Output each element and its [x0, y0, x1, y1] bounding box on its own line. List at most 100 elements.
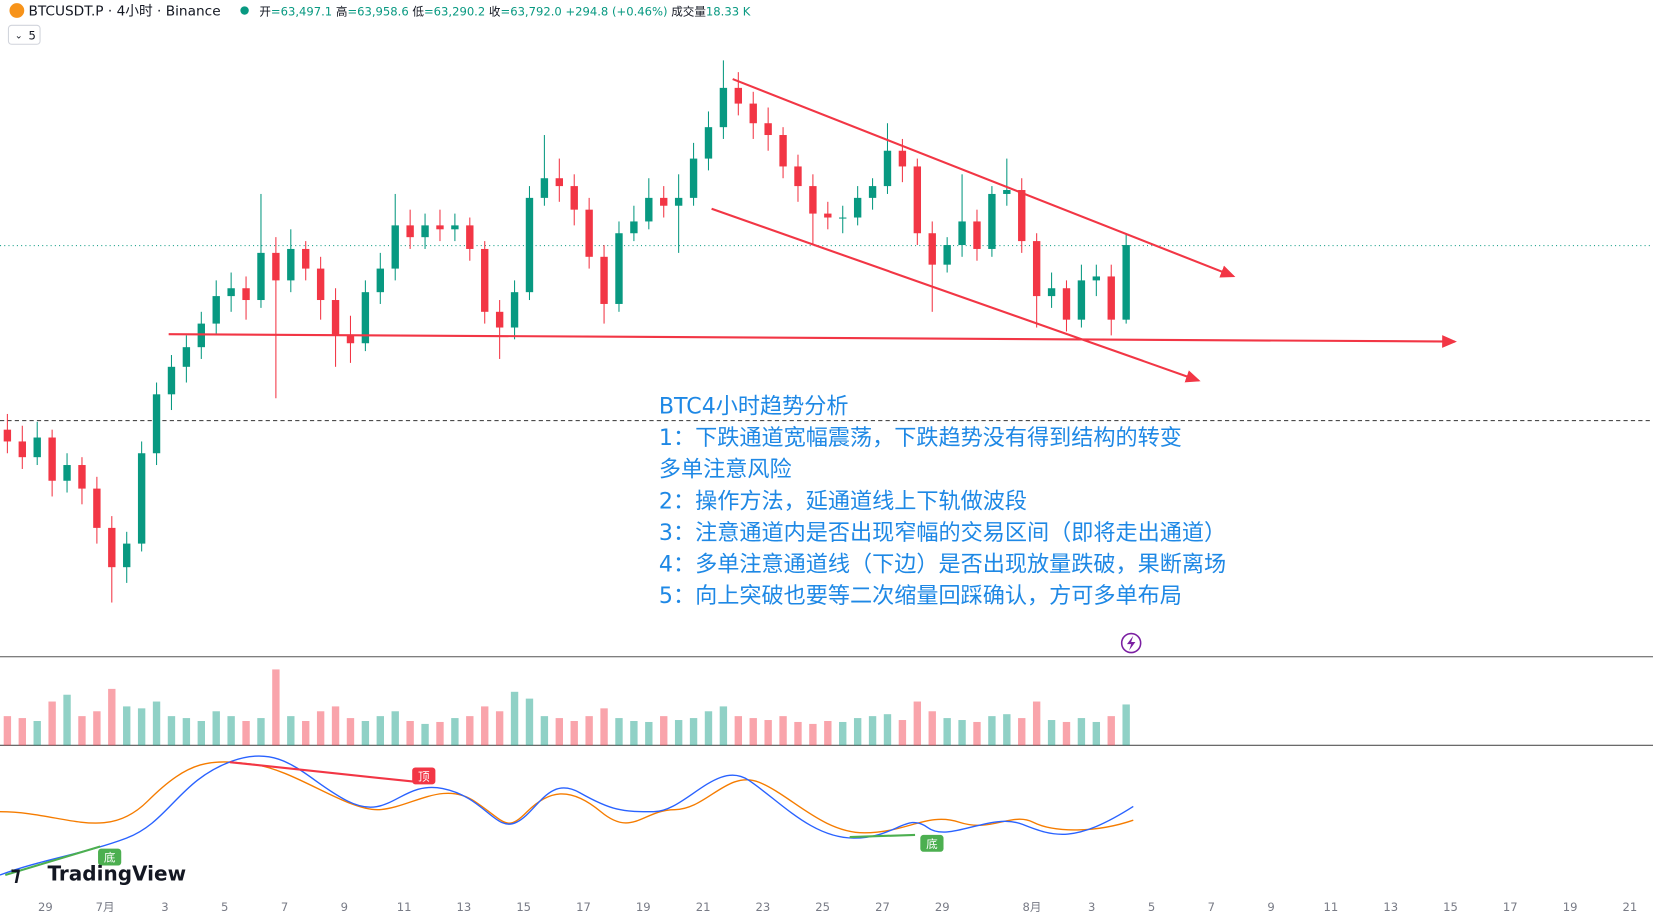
volume-bar	[63, 694, 71, 746]
volume-bar	[302, 720, 310, 746]
candle-body	[1062, 288, 1071, 320]
volume-bar	[674, 720, 683, 746]
support-line	[168, 333, 1457, 348]
x-tick-label: 11	[397, 900, 412, 914]
annotation-line: 2：操作方法，延通道线上下轨做波段	[659, 488, 1027, 514]
x-tick-label: 25	[815, 900, 830, 914]
channel-lower	[711, 207, 1201, 383]
candle-body	[943, 245, 951, 265]
candle-body	[93, 488, 101, 528]
divergence-line	[229, 761, 420, 784]
candle-body	[257, 252, 265, 301]
volume-bar	[436, 721, 444, 746]
candle-body	[421, 225, 429, 238]
candle-body	[719, 87, 728, 128]
macd-label-box	[98, 848, 122, 866]
candle-body	[615, 233, 623, 304]
candle-body	[3, 429, 12, 442]
volume-bar	[615, 718, 623, 746]
x-tick-label: 5	[221, 900, 228, 914]
macd-signal	[0, 761, 1134, 834]
volume-bar	[1107, 716, 1115, 746]
ohlc-label: 低	[412, 4, 424, 18]
volume-value: 18.33 K	[706, 4, 751, 18]
ohlc-value: =63,497.1	[271, 4, 332, 18]
x-tick-label: 27	[875, 900, 890, 914]
lightning	[1126, 635, 1136, 651]
volume-bar	[660, 716, 668, 746]
candle-body	[704, 127, 713, 159]
x-tick-label: 11	[1324, 900, 1339, 914]
collapse-toggle[interactable]	[7, 24, 41, 45]
candle-body	[555, 178, 564, 187]
candle-body	[794, 166, 802, 187]
x-tick-label: 3	[161, 900, 168, 914]
volume-bar	[1032, 701, 1041, 746]
volume-bar	[719, 706, 728, 746]
candle-body	[1032, 241, 1041, 297]
volume-bar	[943, 718, 951, 746]
volume-bar	[853, 718, 862, 746]
candle-body	[824, 213, 832, 218]
candle-body	[316, 268, 325, 301]
x-tick-label: 19	[636, 900, 651, 914]
x-tick-label: 5	[1148, 900, 1155, 914]
volume-bar	[689, 718, 698, 746]
candle-body	[63, 465, 71, 481]
change: +294.8 (+0.46%)	[565, 4, 667, 18]
volume-bar	[137, 708, 146, 746]
volume-bar	[555, 718, 564, 746]
divergence-line	[4, 845, 101, 877]
candle-body	[868, 186, 877, 198]
candle-body	[540, 178, 549, 198]
candle-body	[137, 453, 146, 544]
volume-bar	[510, 691, 519, 746]
volume-bar	[988, 716, 996, 746]
symbol[interactable]: BTCUSDT.P · 4小时 · Binance	[28, 4, 220, 20]
volume-bar	[839, 721, 847, 746]
x-tick-label: 7月	[96, 900, 115, 914]
volume-bar	[570, 720, 578, 746]
candle-body	[973, 221, 981, 249]
candle-body	[78, 465, 86, 489]
candle-body	[809, 186, 817, 214]
candle-body	[1092, 276, 1101, 281]
volume-bar	[391, 711, 399, 746]
macd-label-box	[920, 834, 944, 852]
candle-body	[108, 527, 116, 568]
toggle-count: 5	[28, 28, 35, 42]
candle-body	[152, 394, 161, 454]
volume-bar	[764, 720, 772, 746]
volume-bars	[3, 669, 1130, 746]
x-axis: 29 7月 3 5 7 9 11 13 15 17 19 21 23 25 27 29 8月 3 5 7 9 11 13 15…	[38, 900, 1637, 914]
volume-bar	[376, 716, 384, 746]
candle-body	[839, 217, 847, 219]
volume-bar	[794, 721, 802, 746]
candle-body	[510, 292, 519, 328]
x-tick-label: 9	[1267, 900, 1274, 914]
ohlc-label: 收	[489, 4, 501, 18]
candle-body	[1122, 245, 1130, 320]
volume-bar	[1122, 704, 1130, 746]
volume-bar	[451, 718, 459, 746]
candle-body	[689, 158, 698, 198]
candle-body	[406, 225, 414, 238]
x-tick-label: 21	[1623, 900, 1638, 914]
channel-upper	[732, 78, 1236, 278]
volume-bar	[421, 723, 429, 746]
volume-bar	[883, 714, 892, 746]
status-dot	[240, 6, 249, 15]
x-tick-label: 7	[1208, 900, 1215, 914]
volume-bar	[197, 720, 205, 746]
x-tick-label: 29	[935, 900, 950, 914]
candle-body	[242, 288, 250, 301]
candle-body	[779, 135, 787, 167]
volume-bar	[600, 708, 608, 746]
volume-bar	[287, 716, 295, 746]
volume-bar	[898, 720, 907, 746]
candle-body	[1018, 190, 1026, 242]
logo-mark: ⁊	[11, 861, 21, 885]
volume-bar	[18, 718, 26, 746]
